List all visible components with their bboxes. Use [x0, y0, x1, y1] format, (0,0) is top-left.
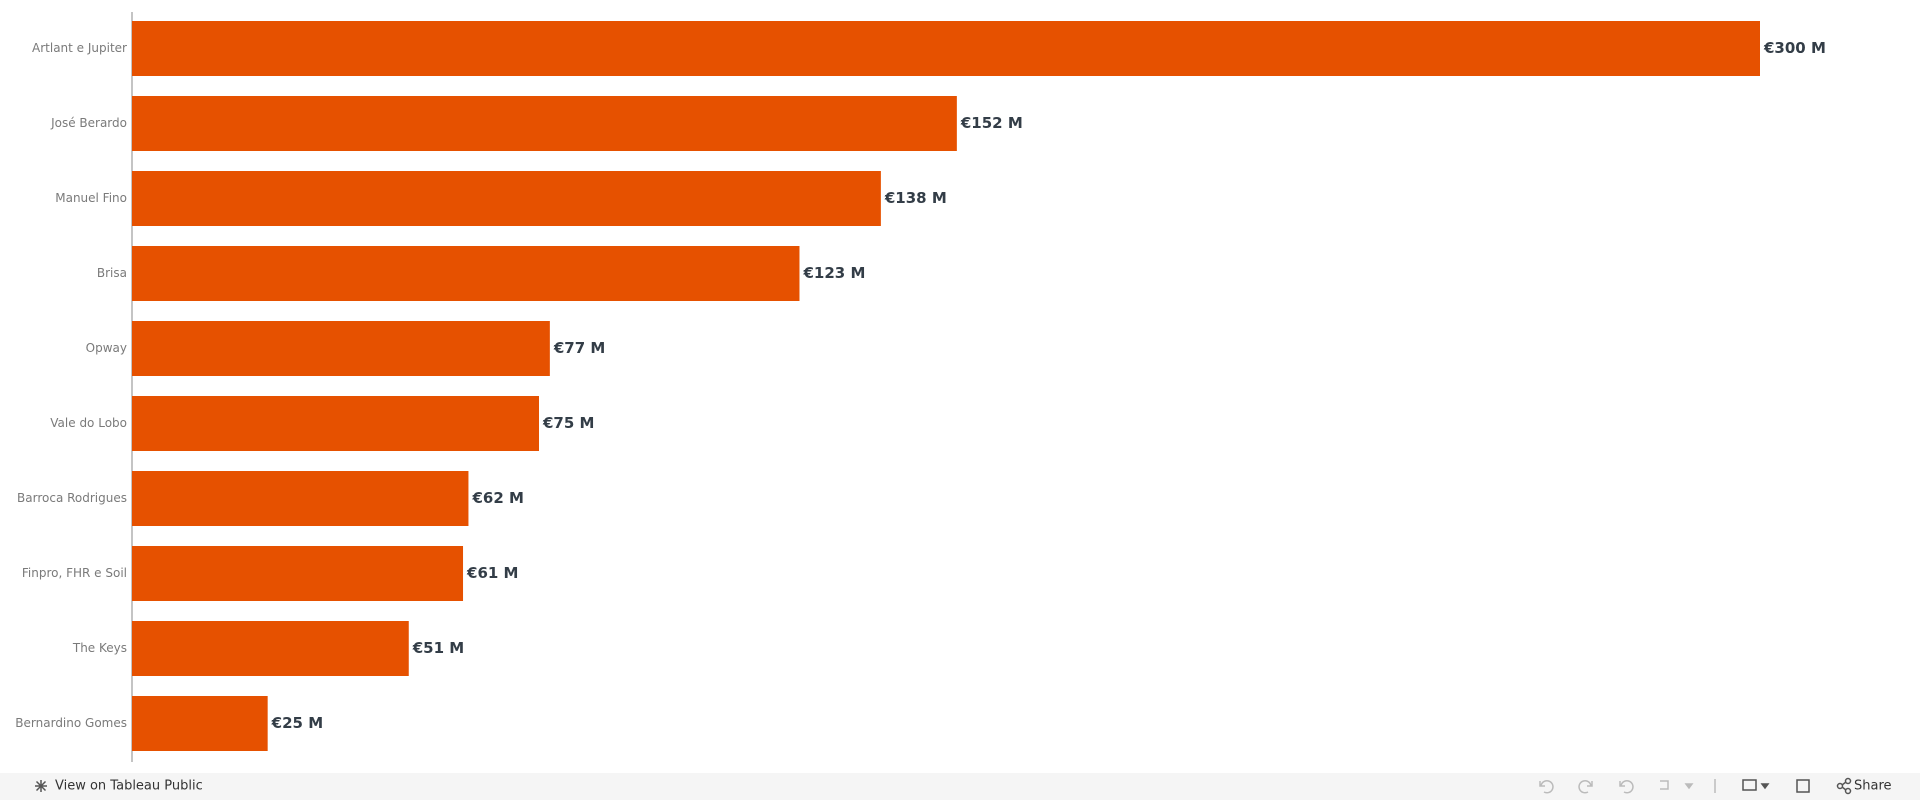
redo-icon[interactable]: [1578, 780, 1593, 794]
view-link[interactable]: View on Tableau Public: [55, 779, 203, 794]
value-label: €300 M: [1763, 39, 1826, 57]
toolbar-icons: [1539, 779, 1716, 794]
bar: [132, 171, 881, 226]
bar: [132, 321, 550, 376]
tableau-icon[interactable]: [35, 780, 47, 792]
bar: [132, 396, 539, 451]
value-label: €123 M: [802, 264, 865, 282]
y-tick-label: Bernardino Gomes: [15, 716, 127, 730]
y-tick-label: Opway: [86, 341, 127, 355]
y-tick-label: Vale do Lobo: [50, 416, 127, 430]
value-label: €77 M: [553, 339, 605, 357]
revert-icon[interactable]: [1619, 780, 1634, 794]
value-label: €25 M: [271, 714, 323, 732]
toolbar: [0, 773, 1920, 800]
y-tick-label: Manuel Fino: [55, 191, 127, 205]
y-tick-label: The Keys: [72, 641, 127, 655]
undo-icon[interactable]: [1539, 780, 1554, 794]
refresh-icon[interactable]: [1660, 780, 1669, 790]
value-label: €138 M: [884, 189, 947, 207]
bar: [132, 246, 800, 301]
bar: [132, 21, 1760, 76]
bar: [132, 546, 464, 601]
value-label: €62 M: [471, 489, 523, 507]
share-icon[interactable]: [1836, 777, 1852, 795]
bar: [132, 696, 268, 751]
y-tick-label: Brisa: [97, 266, 127, 280]
value-label: €152 M: [960, 114, 1023, 132]
value-label: €75 M: [542, 414, 594, 432]
y-tick-label: Artlant e Jupiter: [32, 41, 127, 55]
y-tick-label: José Berardo: [50, 116, 127, 130]
y-tick-label: Barroca Rodrigues: [17, 491, 127, 505]
bar: [132, 621, 409, 676]
bar: [132, 471, 469, 526]
value-label: €51 M: [412, 639, 464, 657]
download-dropdown[interactable]: [1760, 783, 1770, 790]
fullscreen-icon[interactable]: [1796, 779, 1810, 793]
share-button[interactable]: Share: [1854, 779, 1892, 794]
bar: [132, 96, 957, 151]
value-label: €61 M: [466, 564, 518, 582]
dropdown-icon[interactable]: [1684, 783, 1694, 790]
y-tick-label: Finpro, FHR e Soil: [22, 566, 127, 580]
download-icon[interactable]: [1742, 779, 1757, 791]
